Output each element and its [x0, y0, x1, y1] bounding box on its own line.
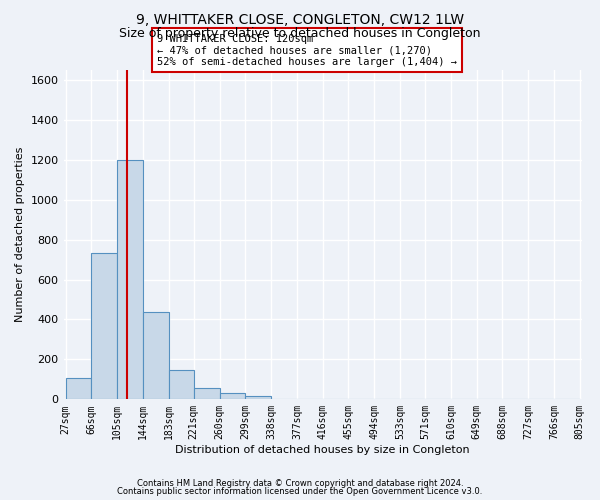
Bar — [117, 160, 143, 400]
Text: Contains HM Land Registry data © Crown copyright and database right 2024.: Contains HM Land Registry data © Crown c… — [137, 478, 463, 488]
Bar — [169, 370, 194, 400]
Bar — [245, 396, 271, 400]
Bar — [194, 388, 220, 400]
Bar — [220, 393, 245, 400]
Text: Contains public sector information licensed under the Open Government Licence v3: Contains public sector information licen… — [118, 487, 482, 496]
Text: 9, WHITTAKER CLOSE, CONGLETON, CW12 1LW: 9, WHITTAKER CLOSE, CONGLETON, CW12 1LW — [136, 12, 464, 26]
Text: 9 WHITTAKER CLOSE: 120sqm
← 47% of detached houses are smaller (1,270)
52% of se: 9 WHITTAKER CLOSE: 120sqm ← 47% of detac… — [157, 34, 457, 66]
X-axis label: Distribution of detached houses by size in Congleton: Distribution of detached houses by size … — [175, 445, 470, 455]
Bar — [143, 312, 169, 400]
Bar — [91, 252, 117, 400]
Y-axis label: Number of detached properties: Number of detached properties — [15, 147, 25, 322]
Text: Size of property relative to detached houses in Congleton: Size of property relative to detached ho… — [119, 28, 481, 40]
Bar — [65, 378, 91, 400]
